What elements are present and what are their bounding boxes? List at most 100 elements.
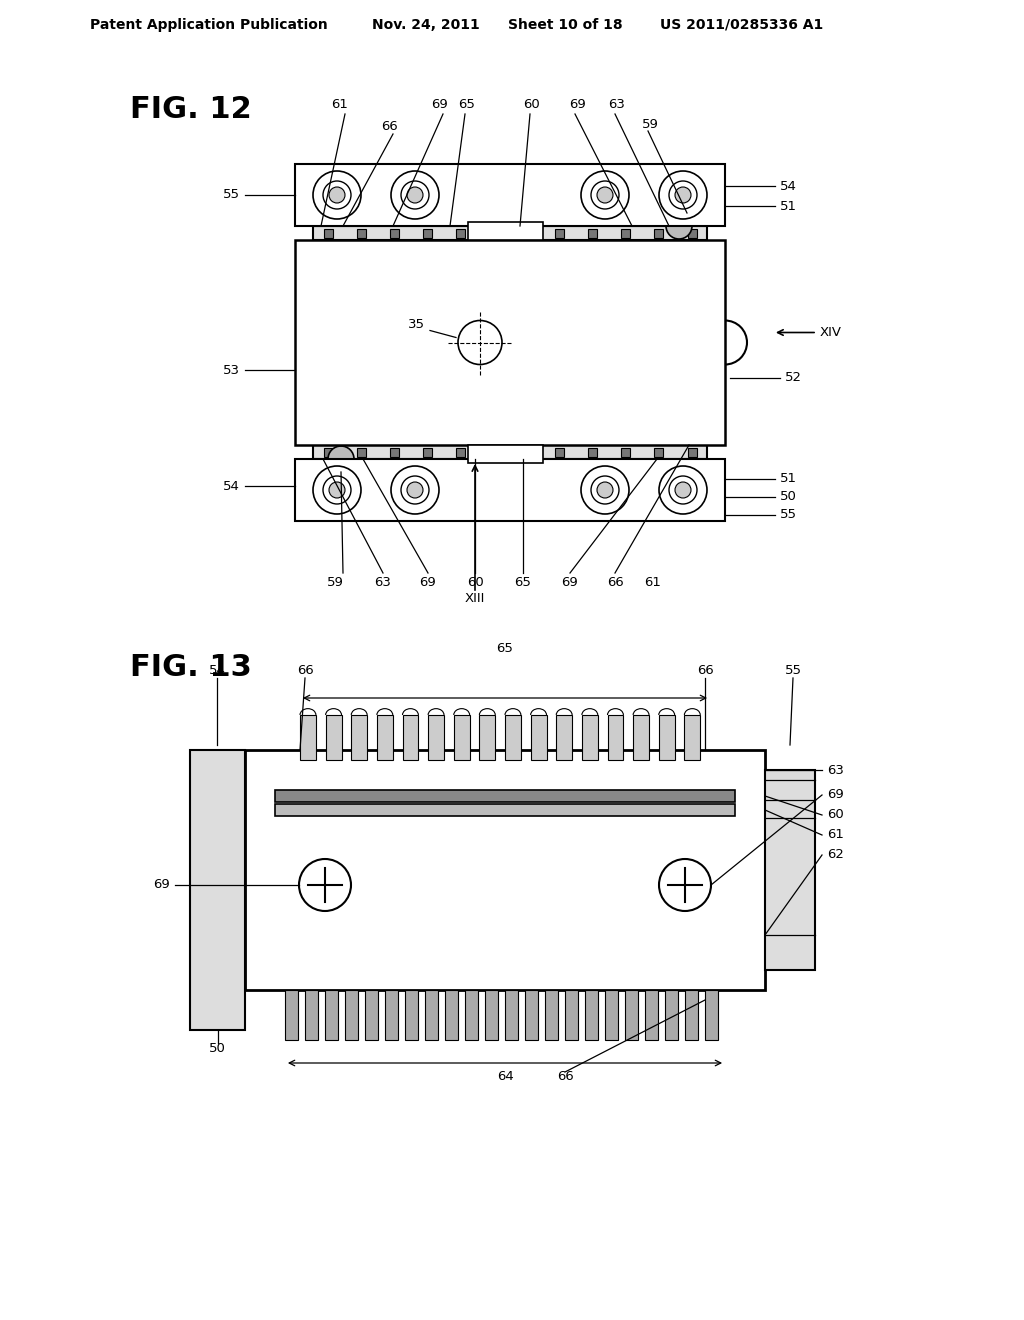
Bar — [479, 715, 496, 760]
Bar — [425, 990, 438, 1040]
Circle shape — [401, 477, 429, 504]
Text: 51: 51 — [780, 473, 797, 486]
Bar — [465, 990, 478, 1040]
Circle shape — [669, 477, 697, 504]
Bar — [622, 228, 631, 238]
Text: 59: 59 — [642, 117, 658, 131]
Bar — [402, 715, 419, 760]
Bar — [588, 447, 597, 457]
Bar — [325, 990, 338, 1040]
Circle shape — [659, 859, 711, 911]
Text: 54: 54 — [223, 479, 240, 492]
Bar — [406, 990, 418, 1040]
Text: 63: 63 — [608, 99, 626, 111]
Bar — [522, 228, 531, 238]
Text: 60: 60 — [467, 577, 483, 590]
Text: 66: 66 — [696, 664, 714, 676]
Text: 65: 65 — [459, 99, 475, 111]
Bar — [423, 228, 432, 238]
Text: 66: 66 — [382, 120, 398, 133]
Text: 69: 69 — [827, 788, 844, 801]
Circle shape — [299, 859, 351, 911]
Circle shape — [407, 187, 423, 203]
Text: 51: 51 — [780, 199, 797, 213]
Bar — [505, 715, 521, 760]
Circle shape — [659, 466, 707, 513]
Circle shape — [597, 187, 613, 203]
Text: 61: 61 — [332, 99, 348, 111]
Bar — [428, 715, 444, 760]
Bar — [423, 447, 432, 457]
Bar — [456, 228, 465, 238]
Bar — [468, 222, 543, 240]
Bar — [607, 715, 624, 760]
Text: 54: 54 — [209, 664, 225, 676]
Text: 69: 69 — [420, 577, 436, 590]
Text: 35: 35 — [408, 318, 425, 331]
Bar — [645, 990, 658, 1040]
Text: 62: 62 — [827, 849, 844, 862]
Bar — [585, 990, 598, 1040]
Circle shape — [581, 466, 629, 513]
Circle shape — [391, 466, 439, 513]
Bar — [633, 715, 649, 760]
Bar — [245, 750, 765, 990]
Bar — [488, 228, 498, 238]
Bar — [705, 990, 718, 1040]
Text: 69: 69 — [432, 99, 449, 111]
Bar — [324, 447, 333, 457]
Bar — [488, 447, 498, 457]
Text: 50: 50 — [209, 1041, 226, 1055]
Bar — [275, 789, 735, 803]
Circle shape — [323, 477, 351, 504]
Text: 63: 63 — [827, 763, 844, 776]
Bar — [556, 715, 572, 760]
Bar — [190, 750, 245, 1030]
Bar — [684, 715, 700, 760]
Text: 69: 69 — [568, 99, 586, 111]
Text: 52: 52 — [785, 371, 802, 384]
Circle shape — [328, 446, 354, 473]
Bar — [555, 447, 564, 457]
Bar — [625, 990, 638, 1040]
Text: 61: 61 — [644, 577, 662, 590]
Circle shape — [591, 181, 618, 209]
Circle shape — [669, 181, 697, 209]
Bar — [485, 990, 498, 1040]
Bar — [605, 990, 618, 1040]
Circle shape — [659, 172, 707, 219]
Bar — [765, 770, 815, 970]
Text: 54: 54 — [780, 180, 797, 193]
Bar — [300, 715, 315, 760]
Circle shape — [458, 321, 502, 364]
Bar — [385, 990, 398, 1040]
Bar — [356, 447, 366, 457]
Circle shape — [329, 187, 345, 203]
Bar — [658, 715, 675, 760]
Bar — [582, 715, 598, 760]
Bar — [565, 990, 578, 1040]
Text: 66: 66 — [557, 1071, 573, 1084]
Text: 69: 69 — [561, 577, 579, 590]
Text: Sheet 10 of 18: Sheet 10 of 18 — [508, 18, 623, 32]
Text: 60: 60 — [523, 99, 541, 111]
Text: 63: 63 — [375, 577, 391, 590]
Bar — [351, 715, 368, 760]
Bar — [324, 228, 333, 238]
Bar — [390, 228, 398, 238]
Bar — [326, 715, 342, 760]
Text: 65: 65 — [515, 577, 531, 590]
Bar — [345, 990, 358, 1040]
Bar — [295, 240, 725, 445]
Circle shape — [591, 477, 618, 504]
Text: 69: 69 — [154, 879, 170, 891]
Bar — [687, 228, 696, 238]
Bar — [285, 990, 298, 1040]
Bar — [687, 447, 696, 457]
Text: US 2011/0285336 A1: US 2011/0285336 A1 — [660, 18, 823, 32]
Circle shape — [675, 187, 691, 203]
Text: FIG. 12: FIG. 12 — [130, 95, 252, 124]
Text: 61: 61 — [827, 829, 844, 842]
Circle shape — [323, 181, 351, 209]
Bar — [295, 459, 725, 521]
